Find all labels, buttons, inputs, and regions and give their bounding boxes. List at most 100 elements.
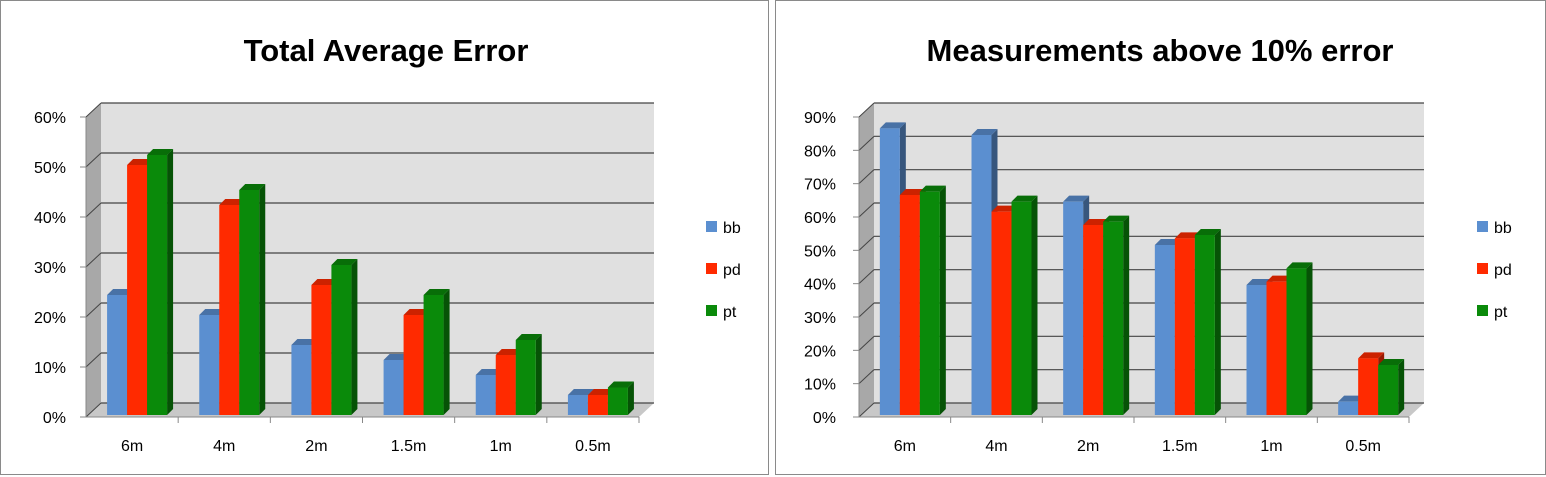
bar-top bbox=[1174, 232, 1201, 239]
bar-top bbox=[1358, 352, 1385, 359]
y-tick-label: 90% bbox=[804, 110, 836, 127]
bar-side bbox=[1306, 262, 1313, 415]
bar-top bbox=[1194, 229, 1221, 235]
legend-label: pt bbox=[1494, 304, 1508, 321]
gridline-side bbox=[85, 202, 102, 218]
gridline-side bbox=[858, 302, 875, 318]
legend: bb pd pt bbox=[1477, 220, 1512, 321]
y-tick-label: 0% bbox=[43, 410, 66, 427]
bar-front bbox=[403, 315, 424, 415]
gridline-side bbox=[858, 369, 875, 385]
gridline-side bbox=[85, 402, 102, 418]
gridline-side bbox=[858, 102, 875, 118]
back-wall bbox=[874, 103, 1424, 403]
x-tick-label: 4m bbox=[213, 438, 235, 455]
gridline-side bbox=[858, 335, 875, 351]
bar-front bbox=[1358, 358, 1379, 415]
bar-front bbox=[919, 191, 940, 415]
y-tick-label: 40% bbox=[34, 210, 66, 227]
y-tick-label: 30% bbox=[34, 260, 66, 277]
bar-front bbox=[383, 360, 404, 415]
bar-front bbox=[1246, 285, 1267, 415]
x-tick-label: 2m bbox=[305, 438, 327, 455]
legend: bb pd pt bbox=[706, 220, 741, 321]
bar-side bbox=[351, 259, 358, 415]
gridline-side bbox=[858, 269, 875, 285]
x-tick-label: 0.5m bbox=[575, 438, 611, 455]
bar-front bbox=[475, 375, 496, 415]
gridline-side bbox=[85, 302, 102, 318]
bar-front bbox=[423, 295, 444, 415]
legend-swatch bbox=[1477, 305, 1488, 316]
y-tick-label: 0% bbox=[813, 410, 836, 427]
legend-swatch bbox=[706, 263, 717, 274]
bar-top bbox=[587, 389, 614, 395]
bar-side bbox=[1031, 195, 1038, 415]
bar-front bbox=[567, 395, 588, 415]
y-tick-label: 10% bbox=[804, 377, 836, 394]
plot-area: 0% 10% 20% 30% 40% 50% 60% 6m 4m 2m 1.5m 1m 0.5m bbox=[34, 102, 654, 455]
legend-label: pd bbox=[1494, 262, 1512, 279]
x-tick-label: 0.5m bbox=[1345, 438, 1381, 455]
gridline-side bbox=[85, 352, 102, 368]
bar-top bbox=[1154, 239, 1181, 245]
bar-top bbox=[1063, 195, 1090, 202]
bar-top bbox=[423, 289, 450, 295]
chart-total-average-error: Total Average Error 0% 10% 20% 30% 40% 50% 60%… bbox=[34, 33, 741, 455]
gridline-side bbox=[858, 235, 875, 251]
bar-top bbox=[147, 149, 174, 155]
y-tick-label: 20% bbox=[804, 343, 836, 360]
bar-side bbox=[1398, 359, 1405, 415]
legend-label: bb bbox=[723, 220, 741, 237]
bar-pt-6m bbox=[919, 185, 946, 415]
bar-pt-6m bbox=[147, 149, 174, 415]
bar-front bbox=[879, 128, 900, 415]
bar-front bbox=[127, 165, 148, 415]
legend-label: bb bbox=[1494, 220, 1512, 237]
bar-top bbox=[1246, 279, 1273, 285]
bar-top bbox=[1103, 215, 1130, 222]
bar-top bbox=[607, 381, 634, 388]
x-tick-label: 6m bbox=[894, 438, 916, 455]
bar-front bbox=[219, 205, 240, 415]
gridline-side bbox=[858, 202, 875, 218]
y-tick-label: 70% bbox=[804, 177, 836, 194]
bar-front bbox=[239, 190, 260, 415]
chart-title: Total Average Error bbox=[244, 33, 529, 68]
bar-front bbox=[311, 285, 332, 415]
y-tick-label: 60% bbox=[34, 110, 66, 127]
x-tick-label: 1m bbox=[1260, 438, 1282, 455]
y-tick-label: 60% bbox=[804, 210, 836, 227]
bar-side bbox=[443, 289, 450, 415]
bar-side bbox=[535, 334, 542, 415]
bar-front bbox=[607, 387, 628, 415]
bar-front bbox=[1103, 221, 1124, 415]
bar-top bbox=[495, 349, 522, 355]
bar-top bbox=[567, 389, 594, 395]
legend-swatch bbox=[706, 305, 717, 316]
bar-top bbox=[331, 259, 358, 265]
bar-front bbox=[495, 355, 516, 415]
bar-top bbox=[515, 334, 542, 340]
bar-top bbox=[919, 185, 946, 192]
y-tick-label: 50% bbox=[804, 243, 836, 260]
bar-front bbox=[1063, 201, 1084, 415]
chart-title: Measurements above 10% error bbox=[927, 33, 1394, 68]
bar-top bbox=[127, 159, 154, 165]
bar-front bbox=[1194, 235, 1215, 415]
bar-front bbox=[587, 395, 608, 415]
y-tick-label: 10% bbox=[34, 360, 66, 377]
bar-top bbox=[239, 184, 266, 190]
bar-top bbox=[1266, 275, 1293, 282]
bar-top bbox=[475, 369, 502, 375]
y-tick-label: 80% bbox=[804, 143, 836, 160]
bar-top bbox=[1338, 395, 1365, 402]
legend-swatch bbox=[1477, 263, 1488, 274]
gridline-side bbox=[85, 252, 102, 268]
bar-top bbox=[1011, 195, 1038, 202]
bar-pt-4m bbox=[239, 184, 266, 415]
bar-top bbox=[899, 189, 926, 195]
bar-pt-1.5m bbox=[423, 289, 450, 415]
legend-swatch bbox=[706, 221, 717, 232]
bar-top bbox=[1083, 219, 1110, 225]
